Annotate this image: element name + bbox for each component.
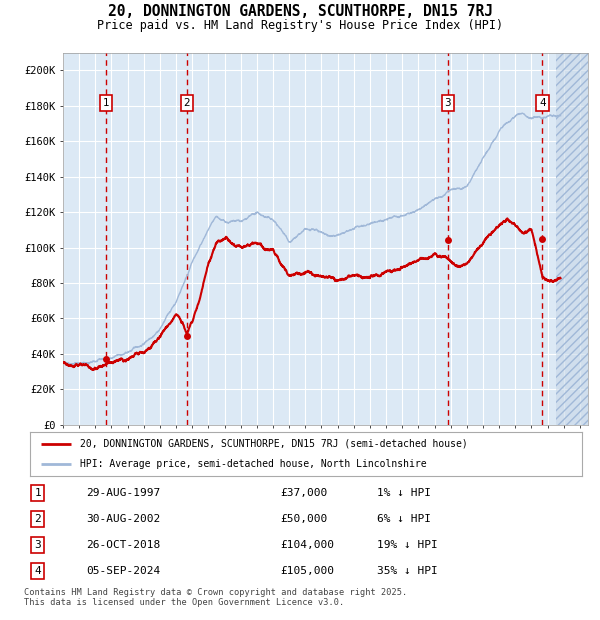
Text: 2: 2 [35,514,41,524]
Text: 1% ↓ HPI: 1% ↓ HPI [377,488,431,498]
Text: Price paid vs. HM Land Registry's House Price Index (HPI): Price paid vs. HM Land Registry's House … [97,19,503,32]
Text: 1: 1 [35,488,41,498]
Text: 2: 2 [184,98,190,108]
Text: 4: 4 [539,98,546,108]
Text: 05-SEP-2024: 05-SEP-2024 [86,566,161,576]
Text: £50,000: £50,000 [280,514,328,524]
Bar [556,53,588,425]
Text: £104,000: £104,000 [280,540,334,550]
Text: 3: 3 [35,540,41,550]
Text: Contains HM Land Registry data © Crown copyright and database right 2025.
This d: Contains HM Land Registry data © Crown c… [24,588,407,607]
Text: 1: 1 [103,98,109,108]
Text: 3: 3 [445,98,451,108]
Text: £105,000: £105,000 [280,566,334,576]
Text: HPI: Average price, semi-detached house, North Lincolnshire: HPI: Average price, semi-detached house,… [80,459,427,469]
Text: 19% ↓ HPI: 19% ↓ HPI [377,540,438,550]
Text: 26-OCT-2018: 26-OCT-2018 [86,540,161,550]
Text: £37,000: £37,000 [280,488,328,498]
Text: 4: 4 [35,566,41,576]
Text: 35% ↓ HPI: 35% ↓ HPI [377,566,438,576]
Text: 29-AUG-1997: 29-AUG-1997 [86,488,161,498]
Bar [556,53,588,425]
Text: 20, DONNINGTON GARDENS, SCUNTHORPE, DN15 7RJ: 20, DONNINGTON GARDENS, SCUNTHORPE, DN15… [107,4,493,19]
Text: 20, DONNINGTON GARDENS, SCUNTHORPE, DN15 7RJ (semi-detached house): 20, DONNINGTON GARDENS, SCUNTHORPE, DN15… [80,438,467,449]
Text: 30-AUG-2002: 30-AUG-2002 [86,514,161,524]
Text: 6% ↓ HPI: 6% ↓ HPI [377,514,431,524]
